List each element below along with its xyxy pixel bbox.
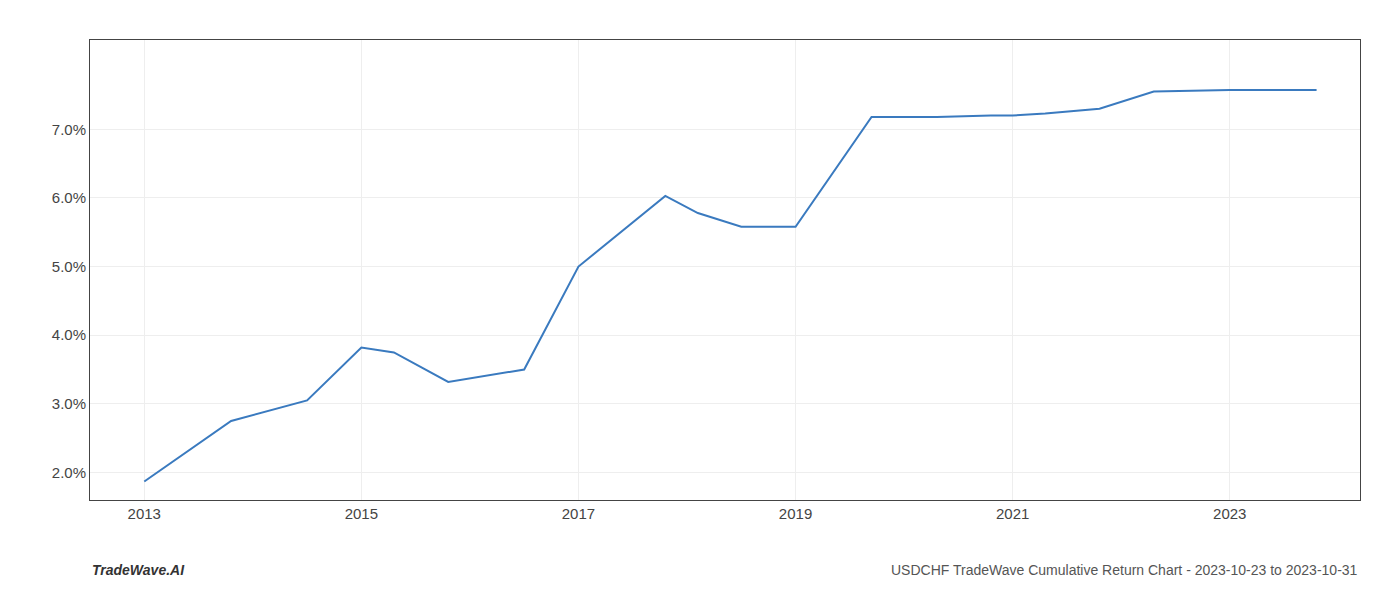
svg-text:2023: 2023 bbox=[1213, 505, 1246, 522]
svg-text:5.0%: 5.0% bbox=[52, 258, 86, 275]
svg-text:2.0%: 2.0% bbox=[52, 464, 86, 481]
svg-text:2015: 2015 bbox=[345, 505, 378, 522]
svg-text:2017: 2017 bbox=[562, 505, 595, 522]
svg-text:3.0%: 3.0% bbox=[52, 395, 86, 412]
svg-text:4.0%: 4.0% bbox=[52, 326, 86, 343]
svg-text:USDCHF TradeWave Cumulative Re: USDCHF TradeWave Cumulative Return Chart… bbox=[891, 562, 1358, 578]
svg-text:2013: 2013 bbox=[128, 505, 161, 522]
svg-text:6.0%: 6.0% bbox=[52, 189, 86, 206]
svg-text:TradeWave.AI: TradeWave.AI bbox=[92, 562, 185, 578]
svg-text:2021: 2021 bbox=[996, 505, 1029, 522]
svg-text:2019: 2019 bbox=[779, 505, 812, 522]
svg-text:7.0%: 7.0% bbox=[52, 121, 86, 138]
